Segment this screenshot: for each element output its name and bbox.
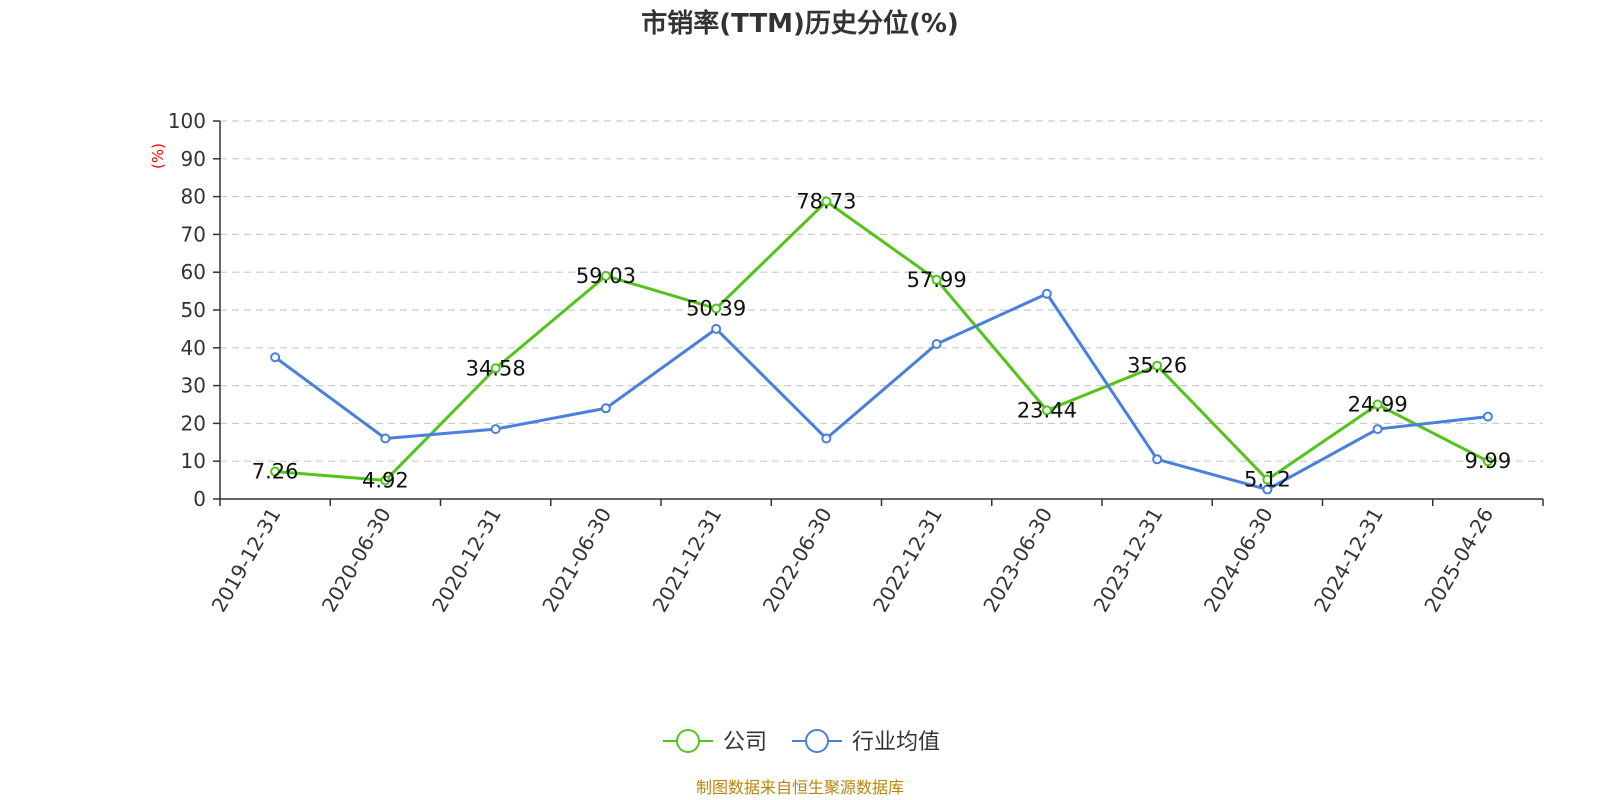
data-label: 50.39: [686, 297, 746, 321]
y-tick-label: 50: [181, 298, 206, 322]
grid-lines: [220, 120, 1543, 462]
data-label: 24.99: [1348, 393, 1408, 417]
legend-marker-icon: [676, 729, 700, 753]
data-point: [490, 424, 501, 435]
x-tick-label: 2019-12-31: [207, 504, 286, 617]
y-tick-label: 90: [181, 147, 206, 171]
data-point: [490, 363, 501, 374]
series-line: [274, 292, 1489, 492]
data-point: [380, 475, 391, 486]
legend-item-0[interactable]: 公司: [663, 729, 767, 755]
data-point: [711, 323, 722, 334]
data-point: [711, 303, 722, 314]
y-tick-label: 70: [181, 222, 206, 246]
data-point: [270, 352, 281, 363]
data-point: [1041, 288, 1052, 299]
x-tick-label: 2021-12-31: [648, 504, 727, 617]
data-point: [1041, 405, 1052, 416]
data-point: [600, 270, 611, 281]
data-label: 5.12: [1244, 468, 1291, 492]
x-tick-label: 2025-04-26: [1419, 504, 1498, 617]
series-0: [270, 196, 1493, 486]
data-point: [270, 466, 281, 477]
data-point: [1152, 454, 1163, 465]
x-tick-label: 2021-06-30: [537, 504, 616, 617]
y-tick-label: 60: [181, 260, 206, 284]
data-label: 35.26: [1127, 354, 1187, 378]
data-label: 59.03: [576, 264, 636, 288]
y-tick-label: 10: [181, 449, 206, 473]
data-point: [1482, 411, 1493, 422]
y-tick-label: 0: [193, 487, 206, 511]
series-lines: [270, 196, 1493, 495]
source-note: 制图数据来自恒生聚源数据库: [696, 778, 904, 797]
legend-label: 公司: [723, 730, 767, 755]
data-point: [600, 403, 611, 414]
data-point: [931, 274, 942, 285]
legend-label: 行业均值: [852, 730, 940, 755]
x-tick-label: 2022-06-30: [758, 504, 837, 617]
data-label: 34.58: [466, 356, 526, 380]
data-point: [1262, 484, 1273, 495]
y-tick-label: 20: [181, 411, 206, 435]
data-label: 57.99: [907, 268, 967, 292]
series-line: [275, 199, 1489, 482]
y-axis-unit: (%): [149, 143, 167, 169]
chart-title: 市销率(TTM)历史分位(%): [641, 8, 959, 39]
legend-item-1[interactable]: 行业均值: [792, 729, 940, 755]
data-label: 23.44: [1017, 398, 1077, 422]
data-point: [380, 433, 391, 444]
y-tick-label: 40: [181, 336, 206, 360]
x-tick-label: 2022-12-31: [868, 504, 947, 617]
x-tick-label: 2024-12-31: [1309, 504, 1388, 617]
data-point: [1372, 399, 1383, 410]
y-tick-label: 30: [181, 374, 206, 398]
x-tick-label: 2023-12-31: [1089, 504, 1168, 617]
x-tick-label: 2020-06-30: [317, 504, 396, 617]
data-label: 78.73: [796, 189, 856, 213]
x-tick-label: 2023-06-30: [978, 504, 1057, 617]
data-point: [1152, 360, 1163, 371]
legend[interactable]: 公司 行业均值: [663, 729, 940, 755]
data-point: [1372, 424, 1383, 435]
series-1: [270, 288, 1493, 495]
data-point: [931, 339, 942, 350]
x-tick-label: 2020-12-31: [427, 504, 506, 617]
data-label: 7.26: [252, 460, 299, 484]
data-label: 9.99: [1464, 449, 1511, 473]
axes: 0 10 20 30 40 50 60 70 80 90 100 2019-12-31 2020-06-…: [168, 109, 1544, 617]
data-point: [1482, 456, 1493, 467]
data-point: [821, 196, 832, 207]
data-label: 4.92: [362, 468, 409, 492]
legend-marker-icon: [805, 729, 829, 753]
y-tick-label: 80: [181, 185, 206, 209]
data-point: [821, 433, 832, 444]
y-tick-label: 100: [168, 109, 206, 133]
x-tick-label: 2024-06-30: [1199, 504, 1278, 617]
data-labels: 7.26 4.92 34.58 59.03 50.39 78.73 57.99 23.44 35…: [252, 189, 1512, 492]
data-point: [1262, 474, 1273, 485]
